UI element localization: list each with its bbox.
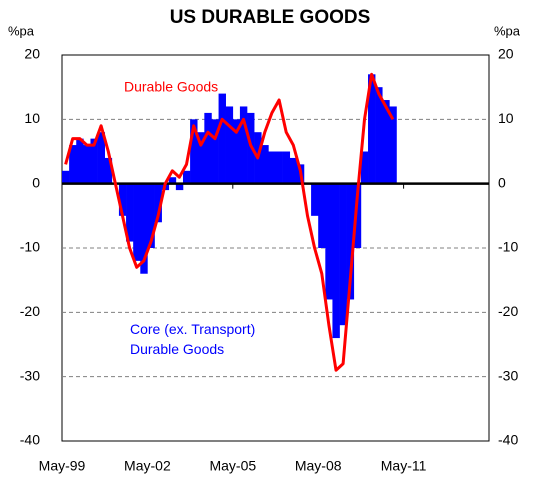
y2-tick-label: 20 — [498, 46, 514, 62]
bar — [346, 183, 355, 300]
bar — [225, 106, 234, 184]
bar — [339, 183, 347, 326]
x-tick-label: May-05 — [209, 458, 256, 474]
y2-unit-label: %pa — [494, 23, 521, 38]
bar — [239, 106, 248, 184]
bar — [62, 170, 70, 184]
bar — [175, 183, 184, 191]
x-tick-label: May-11 — [381, 458, 427, 474]
y-tick-label: 20 — [24, 46, 40, 62]
bar — [232, 119, 241, 184]
bar — [147, 183, 155, 248]
bar — [83, 145, 91, 184]
bar — [104, 157, 113, 184]
bar — [275, 151, 283, 184]
chart-title: US DURABLE GOODS — [170, 7, 371, 28]
bar — [211, 119, 219, 184]
bar — [389, 106, 397, 184]
x-tick-label: May-08 — [295, 458, 342, 474]
y-tick-label: 10 — [24, 110, 40, 126]
bar — [97, 132, 105, 184]
bar — [325, 183, 333, 300]
y2-tick-label: 0 — [498, 174, 506, 190]
y2-tick-label: -30 — [498, 367, 518, 383]
bar — [90, 138, 98, 184]
y2-tick-label: -10 — [498, 239, 518, 255]
bar — [332, 183, 340, 339]
bar — [360, 151, 369, 184]
bar — [311, 183, 319, 216]
bar — [353, 183, 362, 248]
x-tick-label: May-02 — [124, 458, 171, 474]
bar-legend: Core (ex. Transport) Durable Goods — [130, 321, 255, 357]
y-tick-label: -40 — [20, 432, 40, 448]
bar — [126, 183, 134, 242]
bar — [168, 177, 177, 184]
bar — [289, 157, 298, 184]
bar — [382, 100, 390, 184]
bar — [140, 183, 148, 274]
bar — [204, 112, 212, 184]
y-tick-label: 0 — [32, 174, 40, 190]
bar — [154, 183, 162, 223]
y2-tick-label: -20 — [498, 303, 518, 319]
y-unit-label: %pa — [8, 23, 35, 38]
bar — [190, 119, 198, 184]
bar — [69, 145, 77, 184]
bar — [118, 183, 127, 216]
bar — [282, 151, 291, 184]
line — [64, 72, 395, 372]
x-tick-label: May-99 — [39, 458, 86, 474]
y-tick-label: -10 — [20, 239, 40, 255]
y-tick-label: -20 — [20, 303, 40, 319]
bar — [375, 87, 383, 184]
bar — [182, 170, 191, 184]
bar — [218, 93, 226, 184]
y-tick-label: -30 — [20, 367, 40, 383]
y2-tick-label: -40 — [498, 432, 518, 448]
y2-tick-label: 10 — [498, 110, 514, 126]
bar — [133, 183, 141, 261]
bar — [261, 145, 269, 184]
bar — [318, 183, 326, 248]
bar — [268, 151, 276, 184]
bar — [197, 132, 205, 184]
bar — [76, 138, 84, 184]
line-legend: Durable Goods — [124, 79, 218, 95]
bar — [368, 74, 376, 184]
